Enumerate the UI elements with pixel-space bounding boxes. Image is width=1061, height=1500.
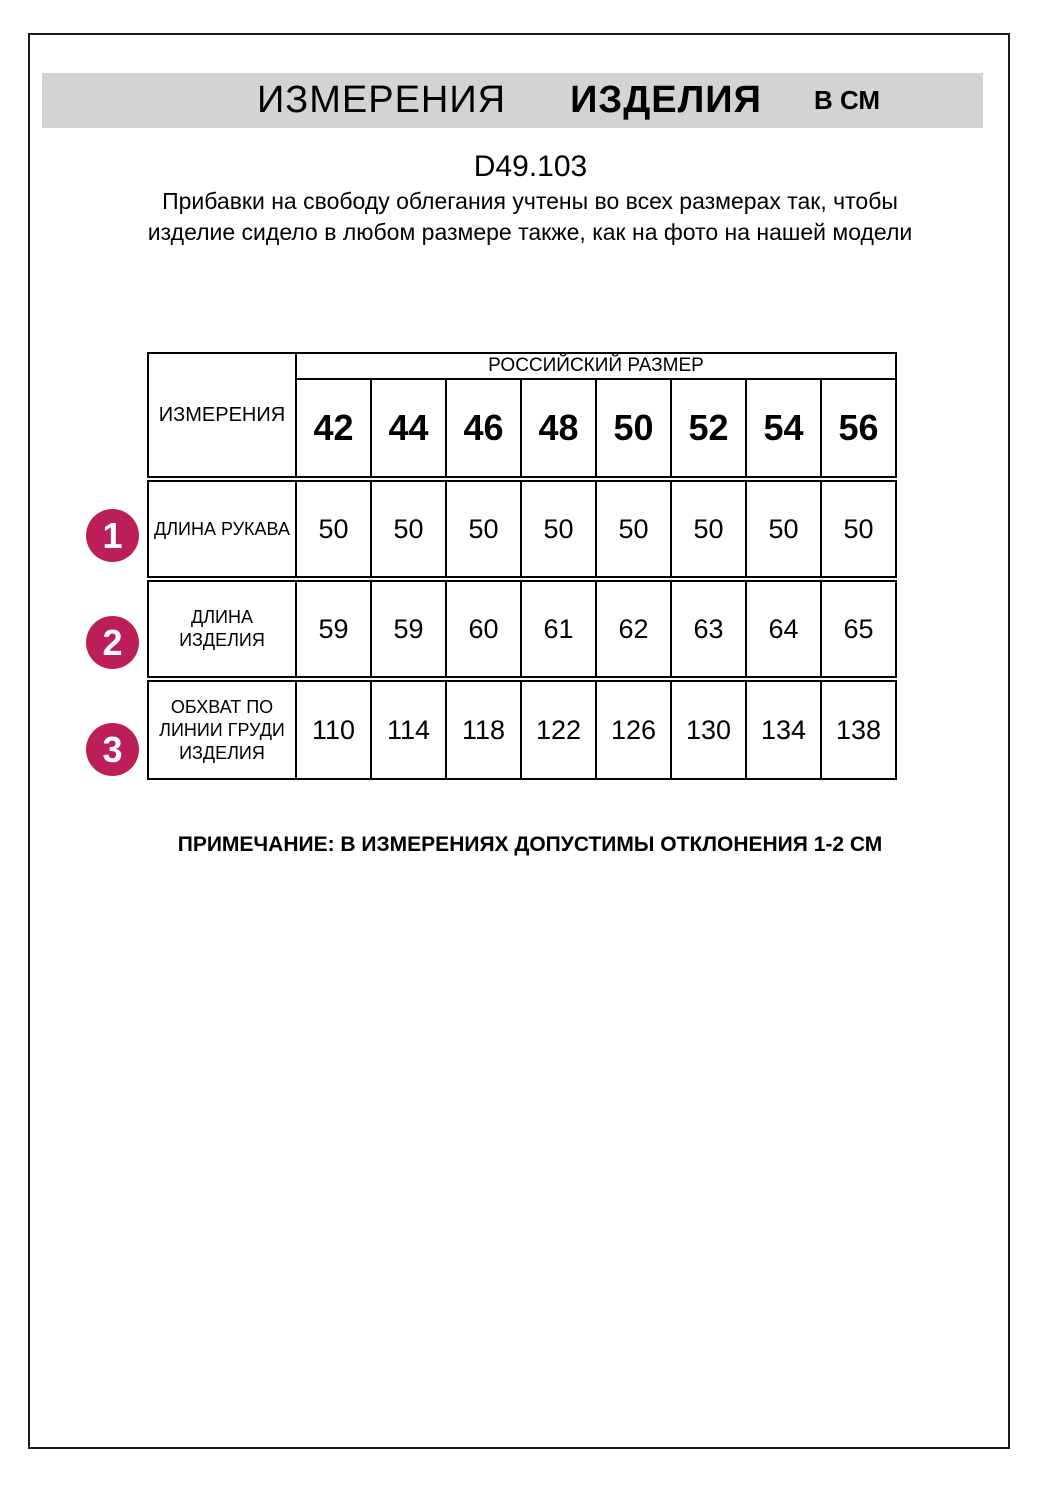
size-column-header: 50: [595, 378, 672, 480]
size-column-header: 48: [520, 378, 597, 480]
measurement-value: 62: [595, 576, 672, 680]
size-table: ИЗМЕРЕНИЯ РОССИЙСКИЙ РАЗМЕР 42 44 46 48 50 52…: [147, 352, 897, 780]
measurement-value: 126: [595, 676, 672, 780]
measurement-label: ДЛИНА ИЗДЕЛИЯ: [147, 576, 297, 680]
measurement-value: 134: [745, 676, 822, 780]
title-band: ИЗМЕРЕНИЯ ИЗДЕЛИЯ В СМ: [42, 73, 983, 128]
table-row: ОБХВАТ ПО ЛИНИИ ГРУДИ ИЗДЕЛИЯ 110 114 118 12…: [147, 676, 897, 780]
row-number-badge: 3: [86, 723, 139, 776]
row-number-badge: 2: [86, 616, 139, 669]
size-table-head: ИЗМЕРЕНИЯ РОССИЙСКИЙ РАЗМЕР 42 44 46 48 50 52…: [147, 352, 897, 480]
product-description: Прибавки на свободу облегания учтены во …: [147, 188, 913, 245]
measurements-column-header: ИЗМЕРЕНИЯ: [147, 352, 297, 480]
measurement-value: 59: [295, 576, 372, 680]
measurement-value: 60: [445, 576, 522, 680]
measurement-value: 61: [520, 576, 597, 680]
measurement-value: 50: [445, 476, 522, 580]
russian-size-header: РОССИЙСКИЙ РАЗМЕР: [295, 352, 897, 380]
measurement-value: 50: [370, 476, 447, 580]
size-column-header: 52: [670, 378, 747, 480]
measurement-value: 122: [520, 676, 597, 780]
measurement-value: 50: [520, 476, 597, 580]
measurement-value: 50: [820, 476, 897, 580]
measurement-label: ОБХВАТ ПО ЛИНИИ ГРУДИ ИЗДЕЛИЯ: [147, 676, 297, 780]
size-column-header: 42: [295, 378, 372, 480]
table-row: ДЛИНА ИЗДЕЛИЯ 59 59 60 61 62 63 64 65: [147, 576, 897, 680]
measurement-value: 65: [820, 576, 897, 680]
measurement-value: 59: [370, 576, 447, 680]
size-table-header-row-1: ИЗМЕРЕНИЯ РОССИЙСКИЙ РАЗМЕР: [147, 352, 897, 480]
measurement-value: 114: [370, 676, 447, 780]
page-title-product: ИЗДЕЛИЯ: [570, 79, 762, 121]
measurement-value: 50: [595, 476, 672, 580]
page-title-unit: В СМ: [813, 85, 881, 115]
measurement-label: ДЛИНА РУКАВА: [147, 476, 297, 580]
table-row: ДЛИНА РУКАВА 50 50 50 50 50 50 50 50: [147, 476, 897, 580]
measurement-value: 118: [445, 676, 522, 780]
measurement-value: 138: [820, 676, 897, 780]
size-table-body: ДЛИНА РУКАВА 50 50 50 50 50 50 50 50 ДЛИНА ИЗДЕЛИ…: [147, 476, 897, 780]
row-number-badge: 1: [86, 509, 139, 562]
measurement-value: 50: [670, 476, 747, 580]
note-text: ПРИМЕЧАНИЕ: В ИЗМЕРЕНИЯХ ДОПУСТИМЫ ОТКЛО…: [177, 833, 883, 856]
measurement-value: 64: [745, 576, 822, 680]
size-column-header: 46: [445, 378, 522, 480]
measurement-value: 110: [295, 676, 372, 780]
measurement-value: 50: [295, 476, 372, 580]
size-column-header: 56: [820, 378, 897, 480]
measurement-value: 130: [670, 676, 747, 780]
size-column-header: 54: [745, 378, 822, 480]
page-border-frame: [28, 33, 1010, 1449]
size-table-header-row-2: 42 44 46 48 50 52 54 56: [148, 378, 897, 480]
product-code: D49.103: [473, 150, 588, 183]
page-title-measurements: ИЗМЕРЕНИЯ: [256, 79, 507, 121]
measurement-value: 63: [670, 576, 747, 680]
size-column-header: 44: [370, 378, 447, 480]
measurement-value: 50: [745, 476, 822, 580]
